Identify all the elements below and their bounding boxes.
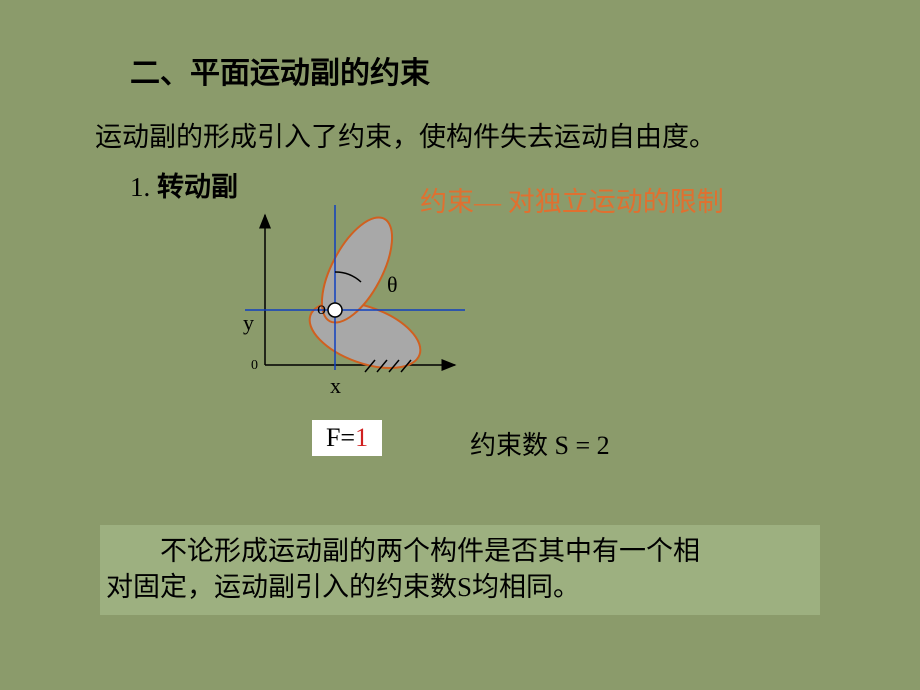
note-line2: 对固定，运动副引入的约束数S均相同。 bbox=[106, 569, 814, 605]
revolute-pair-diagram: o θ y 0 x bbox=[225, 195, 485, 405]
subsection-1: 1. 转动副 bbox=[130, 165, 238, 204]
formula-S-text: 约束数 S = 2 bbox=[470, 431, 610, 460]
formula-F-prefix: F= bbox=[326, 423, 355, 452]
intro-content: 运动副的形成引入了约束，使构件失去运动自由度。 bbox=[95, 122, 716, 152]
note-line1: 不论形成运动副的两个构件是否其中有一个相 bbox=[106, 533, 814, 569]
note-box: 不论形成运动副的两个构件是否其中有一个相 对固定，运动副引入的约束数S均相同。 bbox=[100, 525, 820, 615]
svg-text:y: y bbox=[243, 310, 254, 335]
formula-F-value: 1 bbox=[355, 423, 368, 452]
formula-F-box: F=1 bbox=[312, 420, 382, 456]
svg-text:θ: θ bbox=[387, 272, 398, 297]
section1-number: 1. bbox=[130, 172, 150, 202]
svg-text:0: 0 bbox=[251, 358, 258, 373]
slide: 二、平面运动副的约束 运动副的形成引入了约束，使构件失去运动自由度。 1. 转动… bbox=[0, 0, 920, 690]
diagram-svg: o θ y 0 x bbox=[225, 195, 485, 405]
svg-text:o: o bbox=[317, 298, 326, 318]
intro-text: 运动副的形成引入了约束，使构件失去运动自由度。 bbox=[95, 115, 716, 154]
svg-text:x: x bbox=[330, 373, 341, 398]
title-text: 二、平面运动副的约束 bbox=[130, 57, 430, 90]
formula-S: 约束数 S = 2 bbox=[470, 425, 610, 462]
section-title: 二、平面运动副的约束 bbox=[130, 48, 430, 92]
